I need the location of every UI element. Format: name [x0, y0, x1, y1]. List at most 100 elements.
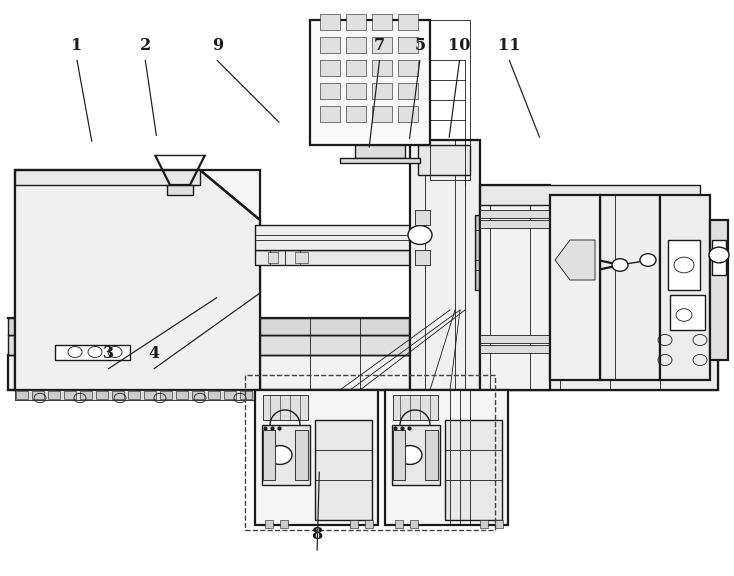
Bar	[192, 391, 204, 399]
Bar	[480, 185, 700, 205]
Bar	[372, 106, 392, 122]
Bar	[176, 391, 188, 399]
Bar	[410, 140, 480, 390]
Bar	[224, 391, 236, 399]
Bar	[398, 83, 418, 99]
Circle shape	[398, 446, 422, 464]
Text: 4: 4	[148, 344, 160, 362]
Bar	[480, 520, 488, 528]
Bar	[320, 60, 340, 76]
Text: 1: 1	[71, 36, 83, 54]
Bar	[144, 391, 156, 399]
Circle shape	[268, 446, 292, 464]
Bar	[668, 240, 700, 290]
Polygon shape	[15, 170, 260, 390]
Text: 2: 2	[139, 36, 151, 54]
Bar	[499, 225, 508, 255]
Bar	[479, 225, 488, 255]
Bar	[372, 14, 392, 30]
Bar	[346, 106, 366, 122]
Bar	[255, 390, 378, 525]
Text: 10: 10	[448, 36, 470, 54]
Bar	[32, 391, 44, 399]
Bar	[240, 391, 252, 399]
Bar	[346, 60, 366, 76]
Bar	[315, 420, 372, 520]
Bar	[255, 225, 410, 250]
Bar	[262, 425, 310, 485]
Bar	[112, 391, 124, 399]
Bar	[96, 391, 108, 399]
Bar	[398, 106, 418, 122]
Bar	[495, 520, 503, 528]
Bar	[15, 390, 260, 400]
Bar	[128, 391, 140, 399]
Circle shape	[709, 247, 729, 263]
Bar	[346, 14, 366, 30]
Bar	[8, 318, 718, 335]
Bar	[265, 520, 273, 528]
Circle shape	[567, 259, 583, 271]
Bar	[480, 345, 700, 353]
Bar	[8, 355, 718, 390]
Bar	[346, 37, 366, 53]
Bar	[263, 395, 308, 420]
Text: 3: 3	[103, 344, 114, 362]
Bar	[256, 391, 268, 399]
Bar	[365, 520, 373, 528]
Bar	[430, 20, 470, 180]
Circle shape	[108, 347, 122, 358]
Bar	[295, 252, 308, 263]
Bar	[550, 195, 600, 380]
Bar	[255, 250, 410, 265]
Circle shape	[612, 259, 628, 271]
Bar	[398, 37, 418, 53]
Bar	[160, 391, 172, 399]
Bar	[208, 391, 220, 399]
Bar	[16, 391, 28, 399]
Bar	[15, 170, 200, 185]
Text: 8: 8	[311, 526, 323, 543]
Bar	[395, 520, 403, 528]
Bar	[670, 295, 705, 330]
Bar	[167, 185, 193, 195]
Bar	[280, 520, 288, 528]
Bar	[480, 335, 700, 343]
Bar	[489, 225, 498, 255]
Circle shape	[640, 253, 656, 266]
Text: 7: 7	[374, 36, 385, 54]
Bar	[385, 390, 508, 525]
Text: 9: 9	[211, 36, 223, 54]
Bar	[372, 37, 392, 53]
Bar	[712, 240, 726, 275]
Bar	[418, 145, 470, 175]
Bar	[393, 395, 438, 420]
Bar	[320, 106, 340, 122]
Bar	[245, 375, 495, 530]
Bar	[48, 391, 60, 399]
Bar	[320, 14, 340, 30]
Bar	[346, 83, 366, 99]
Bar	[55, 345, 130, 360]
Bar	[295, 430, 308, 480]
Bar	[263, 430, 275, 480]
Bar	[15, 170, 260, 390]
Bar	[340, 158, 420, 163]
Bar	[80, 391, 92, 399]
Bar	[480, 185, 550, 390]
Bar	[393, 430, 405, 480]
Bar	[600, 195, 660, 380]
Bar	[372, 83, 392, 99]
Bar	[64, 391, 76, 399]
Bar	[415, 210, 430, 225]
Bar	[415, 250, 430, 265]
Bar	[310, 20, 430, 145]
Text: 5: 5	[414, 36, 426, 54]
Bar	[350, 520, 358, 528]
Text: 11: 11	[498, 36, 520, 54]
Bar	[710, 220, 728, 360]
Circle shape	[88, 347, 102, 358]
Circle shape	[68, 347, 82, 358]
Bar	[410, 318, 718, 390]
Bar	[475, 215, 510, 290]
